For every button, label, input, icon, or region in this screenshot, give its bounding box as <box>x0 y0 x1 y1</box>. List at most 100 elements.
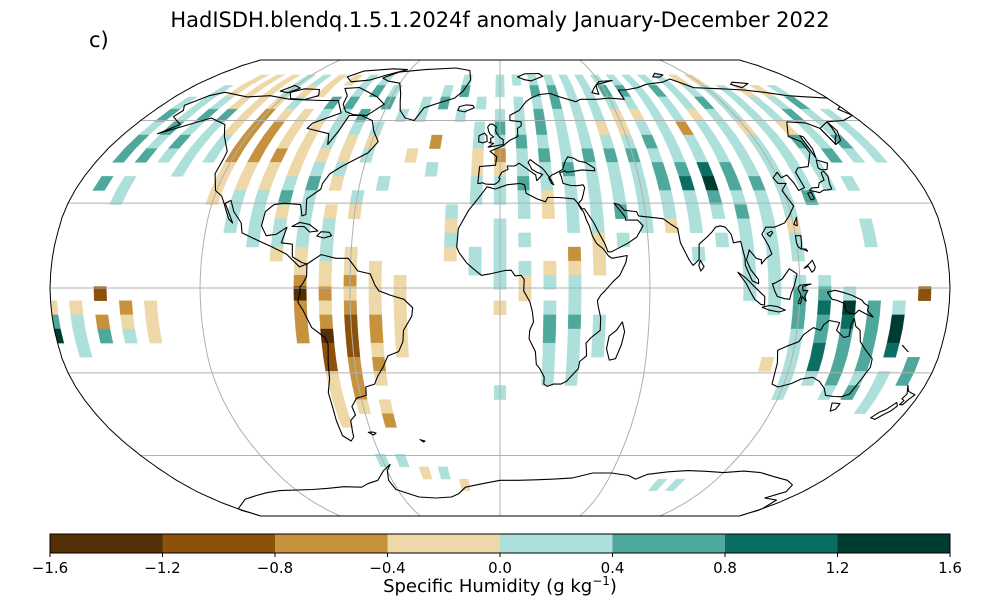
anomaly-cell <box>459 478 471 491</box>
coastline-sri-lanka <box>698 259 705 272</box>
anomaly-cell <box>541 204 555 219</box>
colorbar-swatch <box>50 534 163 553</box>
anomaly-cell <box>328 176 345 191</box>
coastline-madagascar <box>605 321 626 361</box>
anomaly-cell <box>443 246 457 262</box>
meridian-line <box>579 60 651 516</box>
panel-label: c) <box>89 28 109 52</box>
coastline-new-zealand-north <box>899 384 916 406</box>
coastline-north-america <box>157 91 379 268</box>
anomaly-cell <box>111 148 136 163</box>
anomaly-cell <box>566 218 581 234</box>
anomaly-cell <box>134 148 158 163</box>
coastline-svalbard <box>516 72 544 82</box>
map-title: HadISDH.blendq.1.5.1.2024f anomaly Janua… <box>170 8 830 32</box>
coastline-ellesmere-island <box>346 68 409 83</box>
coastline-new-caledonia <box>901 344 909 353</box>
anomaly-cell <box>92 176 114 191</box>
coastline-philippines-mindanao <box>803 259 816 273</box>
coastline-baffin-island <box>342 86 385 116</box>
coastline-japan-honshu <box>808 170 833 194</box>
colorbar-tick-label: −0.8 <box>257 559 293 577</box>
anomaly-cell <box>223 218 239 234</box>
anomaly-cell <box>895 371 915 386</box>
coastline-novaya-zemlya <box>591 79 613 95</box>
colorbar-tick-label: −1.2 <box>144 559 180 577</box>
colorbar-swatch <box>162 534 276 553</box>
colorbar-tick-label: 0.4 <box>601 559 625 577</box>
anomaly-cell <box>381 413 397 428</box>
anomaly-cell <box>591 342 605 358</box>
anomaly-cell <box>475 96 487 110</box>
colorbar-tick-label: −0.4 <box>369 559 405 577</box>
anomaly-cell <box>146 328 163 344</box>
anomaly-cell <box>564 371 579 386</box>
anomaly-cell <box>864 148 889 163</box>
anomaly-cell <box>368 85 387 98</box>
colorbar-swatch <box>275 534 388 553</box>
anomaly-cell <box>840 176 861 191</box>
anomaly-cell <box>664 478 686 491</box>
anomaly-cell <box>429 134 443 149</box>
meridian-line <box>349 60 421 516</box>
coastline-borneo <box>771 268 798 300</box>
colorbar-label-text: Specific Humidity (g kg <box>383 576 593 597</box>
anomaly-cell <box>336 413 354 428</box>
coastline-hispaniola <box>316 231 333 239</box>
anomaly-cell <box>918 286 932 301</box>
anomaly-cell <box>593 260 607 276</box>
colorbar-label: Specific Humidity (g kg−1) <box>0 574 1000 597</box>
anomaly-cell <box>800 371 819 386</box>
anomaly-cell <box>170 162 192 177</box>
anomaly-cell <box>75 342 93 358</box>
coastline-cuba <box>291 221 319 233</box>
anomaly-cell <box>424 162 439 177</box>
anomaly-cell <box>295 328 310 344</box>
coastline-japan-hokkaido <box>815 159 829 171</box>
colorbar-swatch <box>837 534 951 553</box>
coastline-banks-island <box>279 84 301 94</box>
anomaly-cell <box>820 148 844 163</box>
colorbar-tick-label: −1.6 <box>32 559 68 577</box>
anomaly-cell <box>710 204 726 219</box>
map-boundary <box>49 59 951 517</box>
coastline-java <box>761 304 786 313</box>
coastline-taiwan <box>793 216 798 227</box>
anomaly-cell <box>647 478 668 491</box>
coastline-tasmania <box>829 402 841 412</box>
anomaly-cell <box>817 385 837 400</box>
colorbar-tick-label: 0.8 <box>713 559 737 577</box>
anomaly-cell <box>758 357 775 372</box>
coastline-sulawesi <box>797 283 812 305</box>
colorbar-swatch <box>725 534 838 553</box>
anomaly-cell <box>714 232 730 248</box>
coastline-iceland <box>457 104 475 113</box>
anomaly-cell <box>156 148 180 163</box>
coastline-sumatra <box>737 271 766 306</box>
anomaly-cell <box>375 176 391 191</box>
colorbar-blocks <box>50 534 951 553</box>
coastline-new-siberian-islands <box>730 81 749 89</box>
colorbar-swatch <box>612 534 726 553</box>
colorbar-ticks: −1.6 −1.2 −0.8 −0.4 0.0 0.4 0.8 1.2 1.6 <box>32 553 962 577</box>
anomaly-cell <box>517 204 531 219</box>
anomaly-cell <box>418 466 433 480</box>
anomaly-cell <box>97 328 114 344</box>
anomaly-cell <box>93 286 107 301</box>
anomaly-cell <box>394 453 410 468</box>
coastline-south-georgia <box>419 439 426 443</box>
coastline-kamchatka-tip <box>819 121 837 146</box>
anomaly-cell <box>201 148 223 163</box>
coastline-victoria-island <box>289 88 321 101</box>
coastline-philippines-luzon <box>794 235 809 252</box>
colorbar-swatch <box>387 534 501 553</box>
coastline-new-zealand-south <box>870 401 898 420</box>
anomaly-cell <box>541 371 555 386</box>
coastline-sakhalin <box>799 135 817 159</box>
anomaly-cell <box>469 190 483 205</box>
coastlines <box>157 67 916 516</box>
coastline-falklands <box>367 431 377 436</box>
colorbar-label-exponent: −1 <box>592 574 610 588</box>
coastline-south-america <box>297 254 414 442</box>
